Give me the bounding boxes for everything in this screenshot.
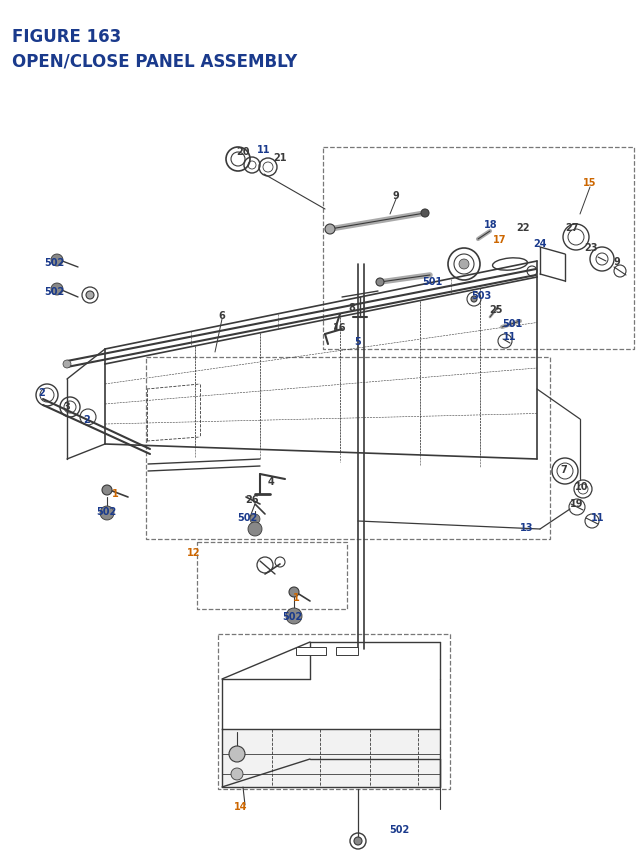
Circle shape xyxy=(102,486,112,495)
Circle shape xyxy=(325,225,335,235)
Text: 502: 502 xyxy=(96,506,116,517)
Text: 9: 9 xyxy=(614,257,620,267)
Text: 4: 4 xyxy=(268,476,275,486)
Text: 501: 501 xyxy=(422,276,442,287)
Text: 502: 502 xyxy=(282,611,302,622)
Circle shape xyxy=(63,361,71,369)
Text: 1: 1 xyxy=(111,488,118,499)
Text: 6: 6 xyxy=(219,311,225,320)
Circle shape xyxy=(51,283,63,295)
Text: 20: 20 xyxy=(236,147,250,157)
Text: 7: 7 xyxy=(561,464,568,474)
Text: 3: 3 xyxy=(63,401,70,412)
Circle shape xyxy=(289,587,299,598)
Circle shape xyxy=(421,210,429,218)
Text: OPEN/CLOSE PANEL ASSEMBLY: OPEN/CLOSE PANEL ASSEMBLY xyxy=(12,52,297,70)
Text: 27: 27 xyxy=(565,223,579,232)
Text: 23: 23 xyxy=(584,243,598,253)
FancyBboxPatch shape xyxy=(336,647,358,655)
Circle shape xyxy=(459,260,469,269)
Text: 19: 19 xyxy=(570,499,584,508)
Text: 11: 11 xyxy=(503,331,516,342)
Text: 10: 10 xyxy=(575,481,589,492)
Text: 502: 502 xyxy=(389,824,409,834)
Text: 501: 501 xyxy=(502,319,522,329)
Text: 21: 21 xyxy=(273,152,287,163)
Text: 9: 9 xyxy=(392,191,399,201)
Circle shape xyxy=(86,292,94,300)
FancyBboxPatch shape xyxy=(296,647,326,655)
Text: 24: 24 xyxy=(533,238,547,249)
Text: 11: 11 xyxy=(591,512,605,523)
Text: 502: 502 xyxy=(44,257,64,268)
Text: 15: 15 xyxy=(583,177,596,188)
Text: 11: 11 xyxy=(257,145,271,155)
Text: 17: 17 xyxy=(493,235,507,245)
Text: 2: 2 xyxy=(38,387,45,398)
Text: 1: 1 xyxy=(292,592,300,603)
Circle shape xyxy=(376,279,384,287)
Text: 13: 13 xyxy=(520,523,534,532)
Text: 5: 5 xyxy=(355,337,362,347)
Text: 16: 16 xyxy=(333,323,347,332)
Circle shape xyxy=(286,608,302,624)
Text: 14: 14 xyxy=(234,801,248,811)
Text: 22: 22 xyxy=(516,223,530,232)
Circle shape xyxy=(231,768,243,780)
Text: 2: 2 xyxy=(84,414,90,424)
Circle shape xyxy=(100,506,114,520)
Circle shape xyxy=(51,255,63,267)
Polygon shape xyxy=(222,729,440,787)
Circle shape xyxy=(250,514,260,524)
Text: 502: 502 xyxy=(44,287,64,297)
Text: FIGURE 163: FIGURE 163 xyxy=(12,28,121,46)
Circle shape xyxy=(248,523,262,536)
Circle shape xyxy=(229,746,245,762)
Text: 502: 502 xyxy=(237,512,257,523)
Text: 503: 503 xyxy=(471,291,491,300)
Circle shape xyxy=(471,297,477,303)
Text: 25: 25 xyxy=(489,305,503,314)
Text: 8: 8 xyxy=(349,303,355,313)
Text: 12: 12 xyxy=(188,548,201,557)
Circle shape xyxy=(354,837,362,845)
Text: 18: 18 xyxy=(484,220,498,230)
Text: 26: 26 xyxy=(245,494,259,505)
